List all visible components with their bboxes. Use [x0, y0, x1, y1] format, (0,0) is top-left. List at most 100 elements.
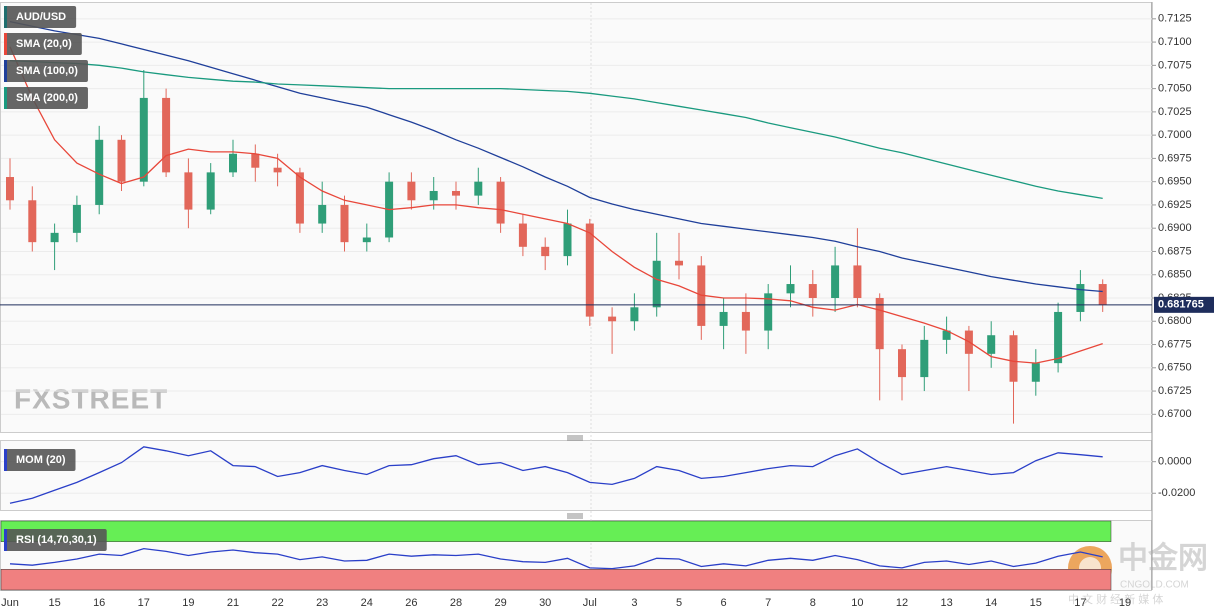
x-tick-label: Jun [1, 597, 19, 609]
candle-body [1098, 284, 1107, 305]
mom-panel [0, 440, 1152, 511]
candle-body [898, 349, 906, 378]
y-tick-label: 0.6700 [1158, 408, 1192, 420]
x-tick-label: 17 [1074, 597, 1086, 609]
y-tick-label: 0.6850 [1158, 269, 1192, 281]
watermark-slogan: 中 文 财 经 新 媒 体 [1068, 592, 1163, 606]
legend-item: SMA (100,0) [4, 60, 88, 82]
legend-box [4, 60, 88, 82]
candle-body [452, 190, 460, 196]
legend-swatch [4, 33, 7, 55]
candle-body [295, 172, 304, 224]
x-tick-label: 6 [721, 597, 727, 609]
candle-body [496, 181, 505, 224]
legend-item: MOM (20) [4, 449, 76, 471]
last-price-box [1154, 296, 1214, 313]
legend-box [4, 87, 88, 109]
legend-label: RSI (14,70,30,1) [16, 534, 97, 546]
y-tick-label: 0.7050 [1158, 83, 1192, 95]
legend-label: SMA (200,0) [16, 92, 78, 104]
y-tick-label: 0.6725 [1158, 385, 1192, 397]
x-tick-label: 24 [361, 597, 373, 609]
x-tick-label: 19 [182, 597, 194, 609]
legend-box [4, 449, 76, 471]
legend-label: SMA (20,0) [16, 38, 72, 50]
candle-body [429, 190, 438, 201]
candle-body [518, 223, 527, 247]
x-tick-label: 30 [539, 597, 551, 609]
x-tick-label: 12 [896, 597, 908, 609]
x-tick-label: 22 [271, 597, 283, 609]
candle-body [786, 284, 795, 294]
candle-body [652, 260, 661, 308]
candle-body [1031, 363, 1040, 382]
x-tick-label: 17 [138, 597, 150, 609]
oversold-band [0, 569, 1112, 591]
watermark-site: CNGOLD.COM [1120, 580, 1189, 591]
candle-body [72, 204, 81, 233]
last-price-label: 0.681765 [1158, 299, 1204, 311]
watermark-brand: 中金网 [1118, 541, 1208, 575]
candle-body [541, 246, 550, 257]
sma-line [9, 20, 1103, 293]
legend-swatch [4, 529, 7, 551]
x-tick-label: 19 [1119, 597, 1131, 609]
y-tick-label: 0.7100 [1158, 36, 1192, 48]
x-tick-label: 5 [676, 597, 682, 609]
candle-body [184, 172, 193, 210]
legend-label: SMA (100,0) [16, 65, 78, 77]
y-tick-label: 0.6975 [1158, 152, 1192, 164]
y-tick-label: 0.6775 [1158, 338, 1192, 350]
y-tick-label: 0.0000 [1158, 456, 1192, 468]
candle-body [318, 204, 327, 224]
candle-body [206, 172, 215, 210]
candle-body [585, 223, 594, 317]
legend-swatch [4, 449, 7, 471]
y-tick-label: 0.6950 [1158, 176, 1192, 188]
candle-body [831, 265, 840, 298]
candle-body [273, 167, 282, 173]
candle-body [139, 97, 148, 182]
legend-box [4, 6, 77, 28]
legend-swatch [4, 60, 7, 82]
x-tick-label: 15 [48, 597, 60, 609]
x-tick-label: 3 [631, 597, 637, 609]
y-tick-label: 0.7125 [1158, 13, 1192, 25]
y-tick-label: 0.6800 [1158, 315, 1192, 327]
y-tick-label: 0.7025 [1158, 106, 1192, 118]
overbought-band [0, 520, 1112, 542]
candle-body [1076, 284, 1085, 312]
legend-item: SMA (200,0) [4, 87, 88, 109]
legend-item: RSI (14,70,30,1) [4, 529, 107, 551]
x-tick-label: 16 [93, 597, 105, 609]
legend-swatch [4, 6, 7, 28]
indicator-line [9, 547, 1103, 570]
candle-body [675, 260, 683, 266]
candle-body [95, 139, 104, 205]
panel-handle[interactable] [567, 513, 583, 519]
legend-box [4, 33, 82, 55]
candle-body [474, 181, 483, 196]
legend-label: AUD/USD [16, 11, 66, 23]
fxstreet-logo: FXSTREET [14, 383, 168, 414]
y-tick-label: 0.7000 [1158, 129, 1192, 141]
candle-body [808, 284, 817, 298]
candle-body [340, 204, 349, 243]
candle-body [920, 339, 929, 378]
panel-handle[interactable] [567, 435, 583, 441]
candle-body [875, 297, 884, 350]
legend-swatch [4, 87, 7, 109]
candle-body [1009, 335, 1018, 382]
candle-body [608, 316, 617, 322]
y-tick-label: 0.6900 [1158, 222, 1192, 234]
x-tick-label: 29 [494, 597, 506, 609]
candle-body [407, 181, 416, 201]
candle-body [251, 153, 260, 168]
sma-line [9, 60, 1103, 200]
x-tick-label: 8 [810, 597, 816, 609]
x-tick-label: 26 [405, 597, 417, 609]
sma-line [9, 46, 1103, 364]
price-panel [0, 2, 1152, 433]
x-tick-label: 28 [450, 597, 462, 609]
